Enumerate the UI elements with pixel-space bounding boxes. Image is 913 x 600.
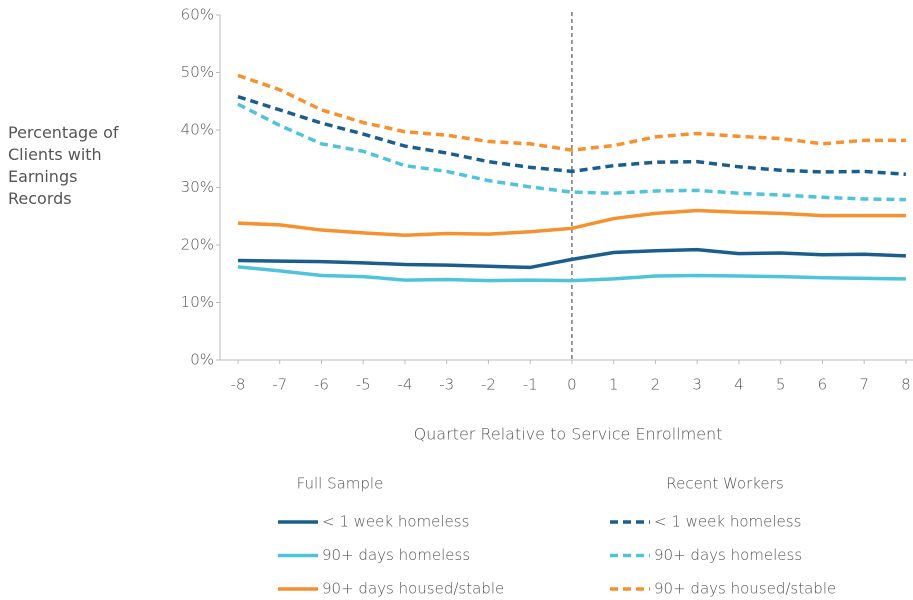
y-axis-label: Percentage of Clients with Earnings Reco…	[8, 123, 119, 208]
y-tick-label: 20%	[181, 236, 214, 254]
x-tick-label: 0	[567, 376, 577, 394]
x-tick-label: 2	[651, 376, 661, 394]
x-tick-label: -5	[356, 376, 371, 394]
x-tick-label: -1	[523, 376, 538, 394]
y-tick-label: 0%	[190, 351, 214, 369]
legend-group-title: Recent Workers	[666, 475, 783, 493]
x-tick-label: 8	[901, 376, 911, 394]
legend-label: 90+ days homeless	[654, 546, 802, 564]
y-tick-label: 10%	[181, 293, 214, 311]
legend-label: 90+ days housed/stable	[654, 580, 836, 598]
x-tick-label: 3	[692, 376, 702, 394]
y-tick-label: 60%	[181, 6, 214, 24]
legend-label: 90+ days housed/stable	[322, 580, 504, 598]
y-tick-label: 30%	[181, 178, 214, 196]
series-line	[237, 73, 906, 152]
x-tick-label: -2	[481, 376, 496, 394]
x-tick-label: 5	[776, 376, 786, 394]
legend-label: 90+ days homeless	[322, 546, 470, 564]
legend-group-title: Full Sample	[297, 475, 384, 493]
x-tick-label: -4	[397, 376, 412, 394]
x-tick-label: 1	[609, 376, 619, 394]
series-line	[237, 94, 907, 177]
series-line	[237, 265, 906, 283]
x-tick-label: -7	[272, 376, 287, 394]
x-tick-label: 7	[859, 376, 869, 394]
x-tick-label: 4	[734, 376, 744, 394]
series-line	[237, 102, 906, 202]
x-tick-label: 6	[818, 376, 828, 394]
legend-label: < 1 week homeless	[322, 513, 469, 531]
series-line	[237, 208, 906, 237]
x-tick-label: -6	[314, 376, 329, 394]
series-line	[237, 247, 906, 270]
x-tick-label: -3	[439, 376, 454, 394]
y-tick-label: 40%	[181, 121, 214, 139]
y-tick-label: 50%	[181, 63, 214, 81]
legend-label: < 1 week homeless	[654, 513, 801, 531]
x-axis-label: Quarter Relative to Service Enrollment	[414, 425, 723, 444]
x-tick-label: -8	[230, 376, 245, 394]
